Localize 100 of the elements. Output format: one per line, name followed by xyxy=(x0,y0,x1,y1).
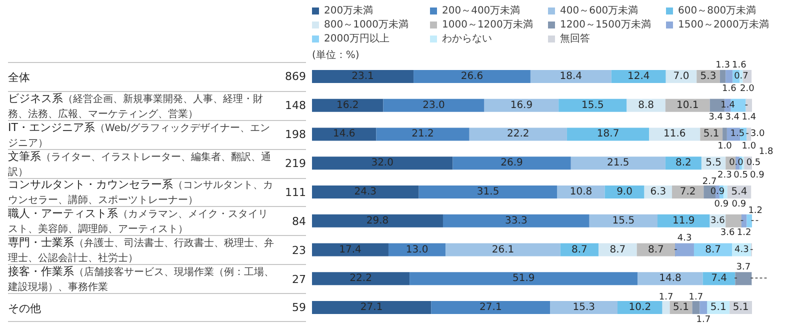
data-label: 1.7 xyxy=(696,314,711,325)
text: (単位：%) xyxy=(312,49,360,62)
y-tick-label: 専門・士業系（弁護士、司法書士、行政書士、税理士、弁理士、公認会計士、社労士） xyxy=(8,236,274,264)
legend-label: 400～600万未満 xyxy=(560,4,638,16)
data-label: 33.3 xyxy=(505,215,528,226)
data-label: 1.2 xyxy=(748,206,763,216)
y-tick-label: その他 xyxy=(8,302,41,315)
data-label: 15.3 xyxy=(572,302,595,314)
data-label: 1.4 xyxy=(720,100,736,110)
data-label: 15.5 xyxy=(612,215,635,226)
data-label: - xyxy=(754,274,758,284)
data-label: 10.2 xyxy=(628,302,652,314)
data-label: 3.4 xyxy=(725,112,740,123)
legend-label: 2000万円以上 xyxy=(324,32,390,44)
legend-label: 800～1000万未満 xyxy=(324,18,409,30)
data-label: 5.1 xyxy=(710,302,726,314)
data-label: 0.9 xyxy=(732,199,746,210)
data-label: 23.1 xyxy=(352,70,374,82)
data-label: - xyxy=(746,129,749,140)
data-label: - xyxy=(744,100,748,110)
data-label: 4.3 xyxy=(677,234,692,244)
data-label: 1.6 xyxy=(722,84,737,94)
data-label: 0.5 xyxy=(734,170,748,180)
data-label: 11.9 xyxy=(672,215,695,226)
data-label: 21.2 xyxy=(412,128,434,140)
data-label: 51.9 xyxy=(512,273,535,284)
data-label: 31.5 xyxy=(476,186,500,198)
data-label: 1.8 xyxy=(758,147,774,158)
data-label: 3.4 xyxy=(708,112,724,123)
y2-tick-label: 84 xyxy=(291,214,306,228)
legend-label: 1500～2000万未満 xyxy=(678,18,769,30)
data-label: 11.6 xyxy=(664,128,686,140)
data-label: 5.3 xyxy=(700,70,716,82)
data-label: 1.7 xyxy=(658,292,674,303)
data-label: 27.1 xyxy=(480,302,502,314)
data-label: - xyxy=(674,244,678,255)
data-label: 8.7 xyxy=(648,244,664,256)
y2-tick-label: 198 xyxy=(284,128,306,142)
data-label: 4.3 xyxy=(734,244,749,255)
data-label: 8.7 xyxy=(610,244,626,256)
legend-label: 1200～1500万未満 xyxy=(560,18,651,30)
legend-label: 無回答 xyxy=(560,32,590,44)
data-label: 13.0 xyxy=(406,244,428,256)
y2-tick-label: 869 xyxy=(284,70,306,84)
data-label: 5.1 xyxy=(732,302,749,314)
data-label: 2.7 xyxy=(702,176,717,187)
data-label: 1.5 xyxy=(730,129,745,140)
legend-label: 200万未満 xyxy=(324,4,374,16)
data-label: - xyxy=(755,216,759,226)
data-label: 22.2 xyxy=(350,273,372,284)
data-label: 21.5 xyxy=(607,158,630,169)
data-label: 26.9 xyxy=(500,158,523,169)
data-label: 7.2 xyxy=(680,186,696,198)
data-label: 1.0 xyxy=(742,142,756,152)
y2-tick-label: 27 xyxy=(291,272,306,286)
data-label: - xyxy=(750,274,754,284)
data-label: 5.1 xyxy=(673,302,689,314)
data-label: - xyxy=(740,216,744,226)
data-label: 12.4 xyxy=(627,70,650,82)
data-label: 7.4 xyxy=(711,273,727,284)
data-label: 23.0 xyxy=(422,100,445,111)
data-label: 29.8 xyxy=(366,215,389,226)
data-label: 8.8 xyxy=(638,100,654,111)
data-label: 27.1 xyxy=(360,302,383,314)
data-label: 32.0 xyxy=(371,158,394,169)
data-label: 26.6 xyxy=(460,70,484,82)
data-label: 1.3 xyxy=(716,60,730,70)
data-label: 3.6 xyxy=(720,228,735,238)
y-tick-label: コンサルタント・カウンセラー系（コンサルタント、カウンセラー、講師、スポーツトレーナー） xyxy=(8,178,273,206)
y2-tick-label: 219 xyxy=(284,157,306,170)
data-label: 5.1 xyxy=(703,128,720,140)
data-label: 14.6 xyxy=(332,128,356,140)
data-label: 18.7 xyxy=(596,128,620,140)
data-label: 0.9 xyxy=(714,199,729,210)
category-label: 文筆系（ライター、イラストレーター、編集者、翻訳、通訳） xyxy=(8,150,271,178)
data-label: 16.9 xyxy=(510,100,533,111)
data-label: 1.2 xyxy=(736,228,752,238)
data-label: 1.6 xyxy=(732,60,747,70)
data-label: 8.2 xyxy=(675,158,692,169)
legend-label: わからない xyxy=(442,34,492,44)
data-label: 0.5 xyxy=(746,158,761,168)
legend-label: 600～800万未満 xyxy=(678,4,756,16)
data-label: - xyxy=(750,216,754,226)
data-label: 7.0 xyxy=(673,70,690,82)
data-label: 2.3 xyxy=(718,170,732,180)
y2-tick-label: 148 xyxy=(284,99,306,112)
data-label: 3.6 xyxy=(710,216,726,226)
y2-tick-label: 59 xyxy=(291,301,306,314)
data-label: 10.1 xyxy=(676,100,699,111)
y-tick-label: 接客・作業系（店舗接客サービス、現場作業（例：工場、建設現場）、事務作業 xyxy=(8,265,274,294)
legend-label: 200～400万未満 xyxy=(442,4,520,16)
y-tick-label: 全体 xyxy=(8,70,30,84)
data-label: 0.7 xyxy=(734,71,748,82)
y2-tick-label: 111 xyxy=(284,186,306,199)
y2-tick-label: 23 xyxy=(291,244,306,257)
data-label: - xyxy=(734,274,738,284)
data-label: 26.1 xyxy=(492,244,514,256)
data-label: 1.4 xyxy=(742,112,756,123)
data-label: 10.8 xyxy=(570,186,592,198)
data-label: 0.9 xyxy=(710,187,725,197)
